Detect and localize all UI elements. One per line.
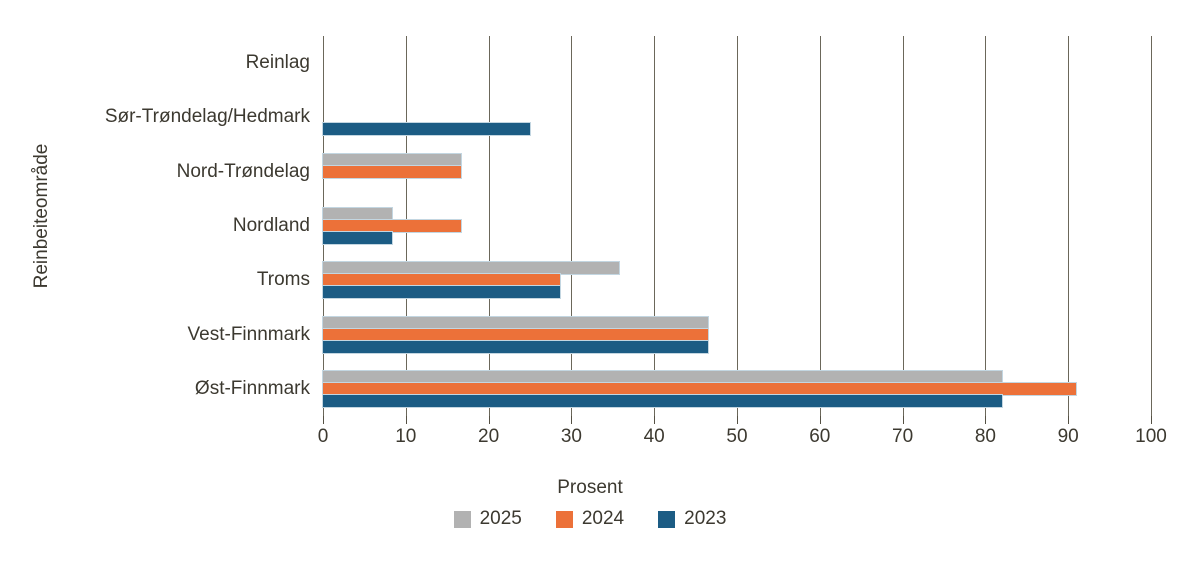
bar-2023-vest-finnmark [321,339,710,354]
bar-2024-nord-tr-ndelag [321,164,463,179]
bar-2024--st-finnmark [321,381,1078,396]
legend-item-2024: 2024 [555,508,625,530]
legend-swatch-icon [555,510,573,528]
gridline [819,36,821,416]
x-tick-mark [654,416,656,424]
x-axis-title: Prosent [557,477,623,498]
legend-label: 2023 [684,508,727,529]
x-tick-label: 70 [892,426,914,447]
gridline [1068,36,1070,416]
x-tick-label: 30 [560,426,582,447]
bar-2025-nord-tr-ndelag [321,152,463,167]
x-tick-label: 50 [726,426,748,447]
x-tick-label: 40 [643,426,665,447]
x-tick-mark [323,416,324,424]
x-tick-mark [737,416,738,424]
x-tick-label: 0 [317,426,329,447]
x-tick-mark [405,416,407,424]
legend-item-2023: 2023 [658,508,726,530]
gridline [985,36,987,416]
bar-2024-vest-finnmark [321,327,710,342]
category-label: Reinlag [245,52,310,74]
category-label: Troms [256,269,310,291]
legend-swatch-icon [658,510,676,528]
category-label: Nord-Trøndelag [176,160,310,182]
legend-item-2025: 2025 [453,508,522,530]
bar-2023--st-finnmark [322,393,1003,408]
bar-2025--st-finnmark [322,369,1003,384]
gridline [571,36,573,416]
legend-label: 2025 [479,508,522,529]
bar-2024-nordland [321,219,463,233]
legend-swatch-icon [453,510,471,528]
bar-2024-troms [322,273,561,288]
x-tick-label: 20 [478,426,500,447]
bar-2025-troms [322,261,620,276]
legend: 2025 2024 2023 [0,508,1180,530]
x-tick-mark [1151,416,1152,424]
category-label: Vest-Finnmark [187,323,310,345]
gridline [737,36,738,416]
x-tick-label: 100 [1135,426,1167,447]
x-tick-label: 60 [809,426,831,447]
bar-2023-s-r-tr-ndelag-hedmark [322,122,531,137]
x-tick-label: 80 [974,426,996,447]
bar-2025-vest-finnmark [321,315,710,330]
plot-area [321,36,1152,416]
bar-2023-troms [322,285,561,300]
x-tick-mark [488,416,490,424]
x-tick-label: 10 [395,426,417,447]
category-label: Nordland [232,215,310,236]
bar-2023-nordland [322,231,393,245]
x-tick-mark [571,416,573,424]
x-tick-mark [902,416,904,424]
x-tick-mark [985,416,987,424]
x-tick-mark [1068,416,1070,424]
category-label: Sør-Trøndelag/Hedmark [104,106,310,128]
category-label: Øst-Finnmark [194,377,310,399]
gridline [654,36,656,416]
x-tick-mark [819,416,821,424]
gridline [1151,36,1152,416]
x-tick-label: 90 [1057,426,1079,447]
legend-label: 2024 [581,508,625,529]
gridline [902,36,904,416]
gridline [488,36,490,416]
bar-2025-nordland [322,207,393,221]
